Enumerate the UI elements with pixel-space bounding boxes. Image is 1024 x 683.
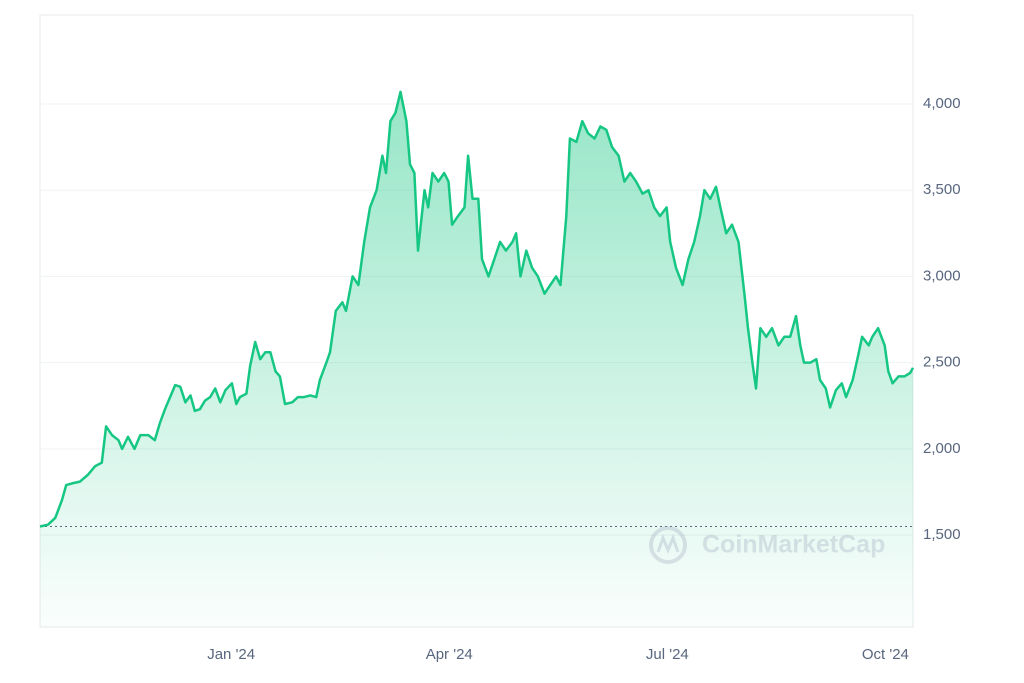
- price-line: [39, 90, 915, 528]
- y-tick-label: 4,000: [923, 95, 961, 112]
- x-tick-label: Apr '24: [426, 646, 473, 663]
- y-tick-label: 3,500: [923, 181, 961, 198]
- y-tick-label: 3,000: [923, 267, 961, 284]
- area-fill: [40, 91, 913, 627]
- y-tick-label: 2,500: [923, 354, 961, 371]
- x-tick-label: Jul '24: [646, 646, 689, 663]
- watermark: CoinMarketCap: [649, 526, 885, 564]
- x-tick-label: Oct '24: [862, 646, 909, 663]
- y-tick-label: 2,000: [923, 440, 961, 457]
- y-tick-label: 1,500: [923, 526, 961, 543]
- watermark-text: CoinMarketCap: [702, 531, 885, 559]
- x-tick-label: Jan '24: [207, 646, 255, 663]
